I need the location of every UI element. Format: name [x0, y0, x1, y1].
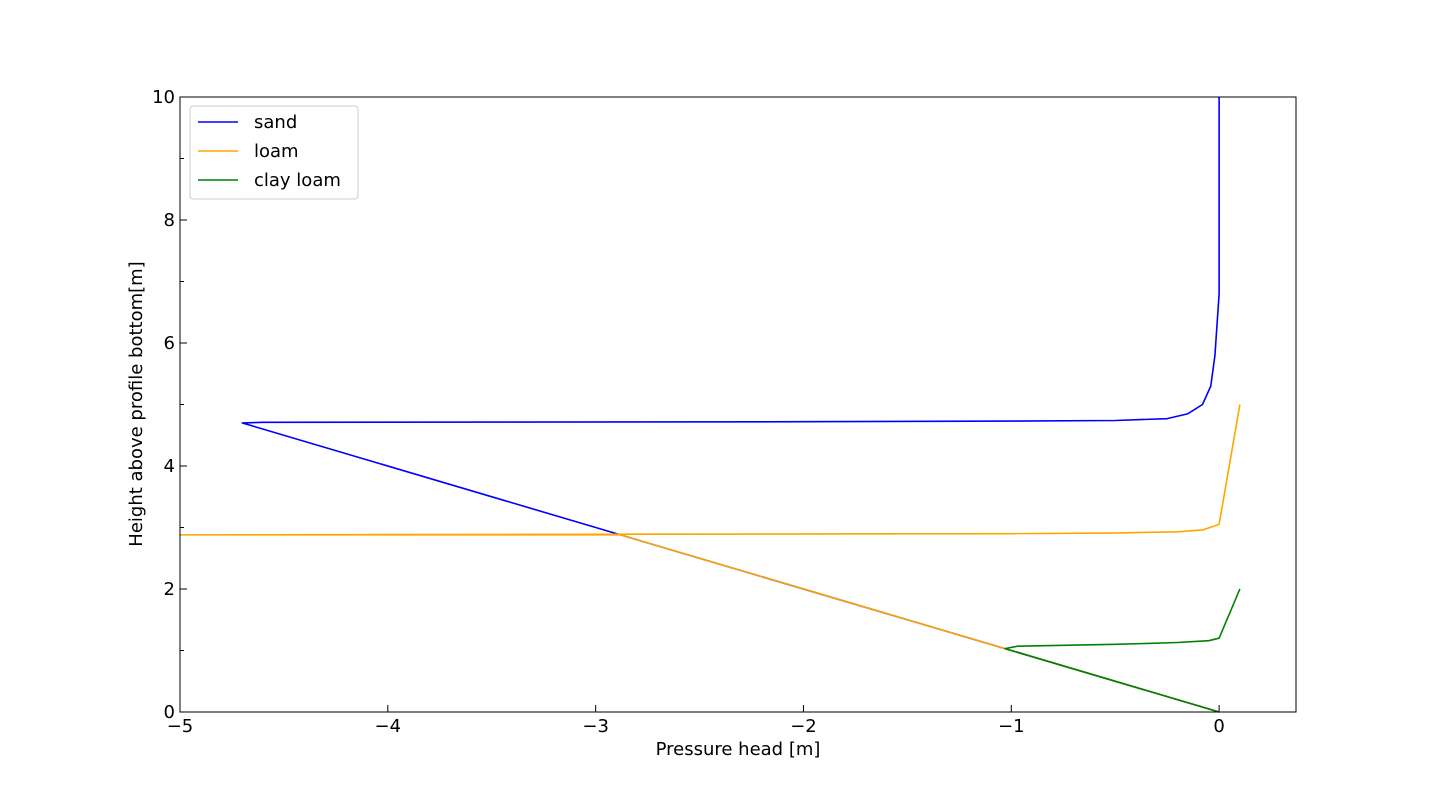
plot-frame: [179, 96, 1297, 713]
y-axis-label: Height above profile bottom[m]: [126, 261, 147, 546]
x-tick-label: 0: [1213, 716, 1224, 737]
y-tick-label: 8: [164, 210, 175, 231]
legend-label: loam: [254, 141, 299, 162]
y-tick-label: 10: [152, 87, 175, 108]
x-tick-label: −1: [998, 716, 1025, 737]
x-tick-label: −4: [375, 716, 402, 737]
legend: sand loam clay loam: [189, 105, 359, 200]
y-tick-label: 4: [164, 456, 175, 477]
x-tick-label: −2: [790, 716, 817, 737]
plot-background: [180, 97, 1296, 712]
series-lines: [179, 97, 1241, 713]
series-line-loam: [179, 404, 1241, 713]
ticks: −5 −4 −3 −2 −1 0 0 2 4 6 8 10: [152, 87, 1225, 737]
series-line-sand: [241, 97, 1220, 713]
y-tick-label: 2: [164, 579, 175, 600]
legend-label: clay loam: [254, 170, 341, 191]
x-tick-label: −5: [167, 716, 194, 737]
series-line-clay-loam: [1004, 588, 1241, 713]
x-axis-label: Pressure head [m]: [656, 739, 821, 760]
legend-box: [189, 105, 359, 200]
x-tick-label: −3: [582, 716, 609, 737]
y-tick-label: 0: [164, 702, 175, 723]
y-tick-label: 6: [164, 333, 175, 354]
legend-label: sand: [254, 112, 297, 133]
